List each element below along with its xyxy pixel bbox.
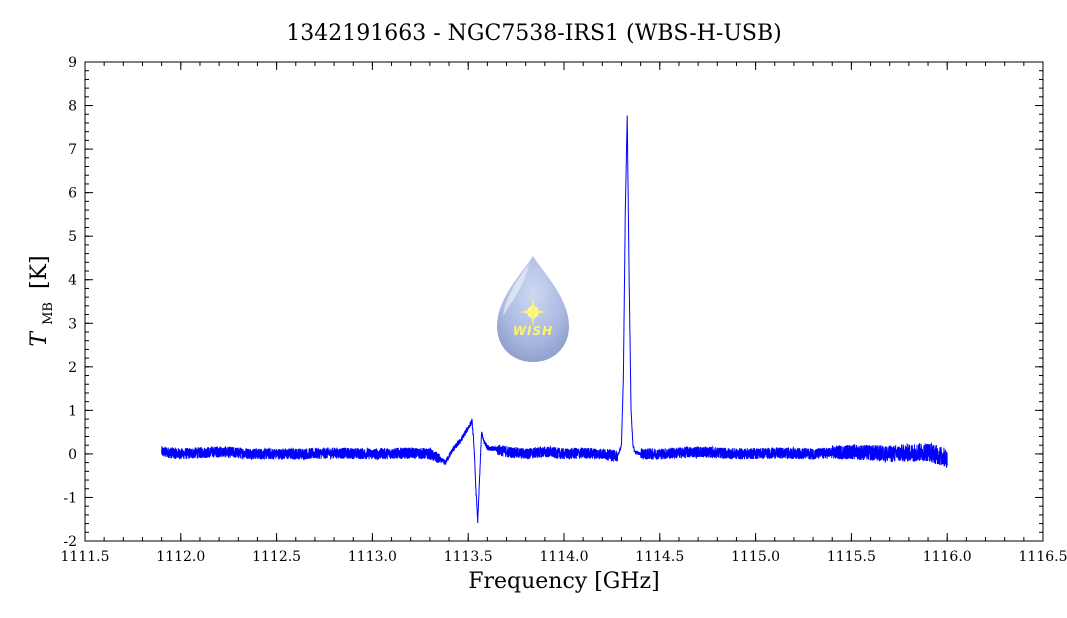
x-tick-label: 1114.0 <box>540 549 589 565</box>
y-axis-label: T MB [K] <box>27 255 58 346</box>
y-tick-label: 5 <box>68 229 77 245</box>
logo-text: WISH <box>513 324 553 338</box>
y-tick-label: 8 <box>68 99 77 115</box>
plot-frame <box>84 61 1044 542</box>
y-axis-label-main: T <box>27 330 52 347</box>
x-tick-label: 1116.5 <box>1019 549 1067 565</box>
y-axis-label-unit: [K] <box>27 255 52 289</box>
star-icon <box>519 298 547 326</box>
y-tick-label: 0 <box>68 447 77 463</box>
x-tick-label: 1111.5 <box>61 549 110 565</box>
x-tick-label: 1113.0 <box>348 549 397 565</box>
x-tick-label: 1116.0 <box>923 549 972 565</box>
y-tick-label: 4 <box>68 273 77 289</box>
x-tick-label: 1112.5 <box>252 549 301 565</box>
spectrum-line <box>161 115 948 524</box>
svg-text:T MB [K]: T MB [K] <box>27 255 58 346</box>
y-tick-label: -1 <box>63 490 77 506</box>
wish-logo: WISH <box>497 256 569 362</box>
x-ticks: 1111.5 1112.0 1112.5 1113.0 1113.5 1114.0 1114… <box>61 62 1067 565</box>
x-tick-label: 1115.5 <box>827 549 876 565</box>
y-ticks: -2 -1 0 1 2 3 4 5 6 7 8 9 <box>63 55 1043 550</box>
y-tick-label: 3 <box>68 316 77 332</box>
series-layer <box>161 115 948 524</box>
y-tick-label: 1 <box>68 403 77 419</box>
y-tick-label: 6 <box>68 186 77 202</box>
y-tick-label: 2 <box>68 360 77 376</box>
y-tick-label: 7 <box>68 142 77 158</box>
y-tick-label: 9 <box>68 55 77 71</box>
x-tick-label: 1115.0 <box>731 549 780 565</box>
x-axis-label: Frequency [GHz] <box>468 569 660 594</box>
x-tick-label: 1114.5 <box>635 549 684 565</box>
x-tick-label: 1113.5 <box>444 549 493 565</box>
chart-title: 1342191663 - NGC7538-IRS1 (WBS-H-USB) <box>286 21 781 46</box>
y-tick-label: -2 <box>63 534 77 550</box>
x-tick-label: 1112.0 <box>156 549 205 565</box>
y-axis-label-sub: MB <box>41 302 56 325</box>
